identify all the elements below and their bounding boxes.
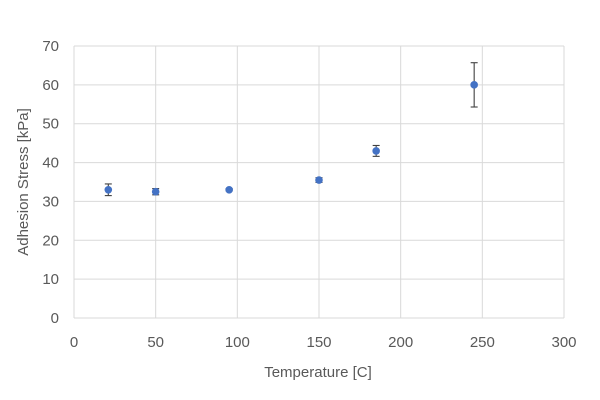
data-point — [372, 147, 380, 155]
y-tick-label: 10 — [42, 271, 59, 288]
y-axis-title: Adhesion Stress [kPa] — [15, 108, 32, 256]
x-tick-label: 300 — [551, 334, 576, 351]
x-tick-label: 100 — [225, 334, 250, 351]
y-tick-label: 50 — [42, 116, 59, 133]
y-tick-label: 20 — [42, 232, 59, 249]
y-tick-labels: 0 10 20 30 40 50 60 70 — [42, 38, 59, 327]
x-axis-title: Temperature [C] — [264, 364, 372, 381]
grid-layer — [73, 45, 565, 319]
x-tick-labels: 0 50 100 150 200 250 300 — [70, 334, 577, 351]
y-tick-label: 60 — [42, 77, 59, 94]
data-point — [470, 81, 478, 89]
data-point — [151, 187, 160, 196]
data-point — [315, 176, 323, 184]
x-tick-label: 150 — [306, 334, 331, 351]
x-tick-label: 0 — [70, 334, 78, 351]
y-tick-label: 30 — [42, 193, 59, 210]
error-bars — [104, 62, 478, 197]
data-point — [104, 185, 113, 194]
y-tick-label: 70 — [42, 38, 59, 55]
data-points — [104, 81, 478, 196]
x-tick-label: 50 — [147, 334, 164, 351]
x-tick-label: 250 — [470, 334, 495, 351]
data-point — [225, 185, 233, 194]
x-tick-label: 200 — [388, 334, 413, 351]
y-tick-label: 40 — [42, 155, 59, 172]
y-tick-label: 0 — [51, 310, 59, 327]
